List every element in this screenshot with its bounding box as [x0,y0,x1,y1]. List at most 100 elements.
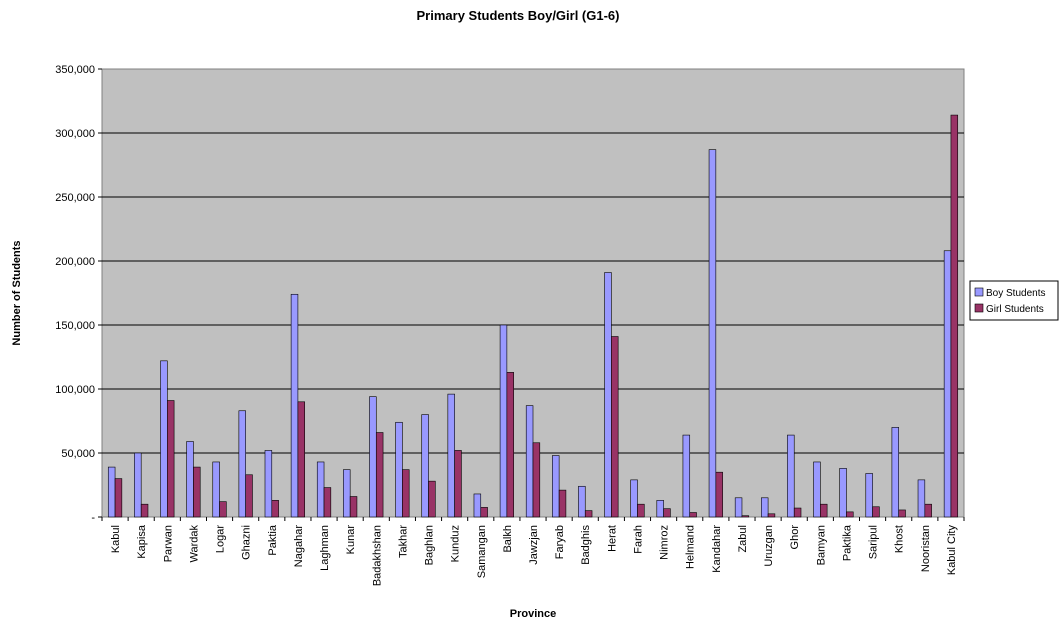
bar-girl [846,511,854,518]
bar-boy [656,500,664,518]
bar-boy [552,455,560,518]
x-tick-label: Wardak [188,525,200,563]
y-tick-label: 100,000 [55,384,95,396]
bar-girl [793,507,802,518]
bar-girl [323,487,332,518]
y-tick-label: 300,000 [55,128,95,140]
bar-boy [578,485,586,518]
bar-boy [917,479,926,518]
bar-boy [343,469,351,518]
legend-swatch [974,287,984,297]
bar-girl [375,432,384,518]
legend-swatch [974,303,984,313]
bar-girl [898,509,906,518]
bar-girl [767,513,776,518]
x-tick-label: Kunduz [450,525,462,562]
bar-girl [715,471,723,518]
bar-girl [820,503,828,518]
bar-boy [525,405,534,518]
bar-boy [499,324,508,518]
bar-boy [421,414,429,518]
x-axis-title: Province [510,608,556,620]
x-tick-label: Ghor [789,525,801,550]
y-tick-label: 150,000 [55,320,95,332]
bar-boy [839,468,847,518]
bar-boy [760,497,769,518]
y-tick-label: 200,000 [55,256,95,268]
x-tick-label: Kabul City [946,525,958,576]
bar-boy [290,293,299,518]
y-tick-label: - [91,512,95,524]
x-tick-label: Balkh [502,525,514,553]
y-axis-title: Number of Students [11,240,23,345]
legend-label: Boy Students [986,288,1045,299]
x-tick-label: Helmand [685,525,697,569]
bar-boy [316,461,325,518]
bar-boy [212,461,220,518]
x-tick-label: Herat [606,525,618,552]
bar-boy [186,441,194,518]
x-tick-label: Ghazni [241,525,253,560]
bar-girl [584,510,593,518]
x-tick-label: Paktika [841,524,853,561]
bar-girl [219,501,227,518]
bar-girl [637,503,645,518]
bar-boy [630,479,638,518]
x-tick-label: Baghlan [424,525,436,565]
x-tick-label: Kunar [345,525,357,555]
bar-boy [708,149,717,518]
x-tick-label: Farah [632,525,644,554]
bar-girl [428,480,436,518]
bar-boy [447,393,455,518]
bar-girl [663,508,671,518]
bar-girl [506,372,514,518]
bar-boy [813,461,821,518]
bar-girl [872,506,880,518]
x-tick-label: Nooristan [920,525,932,572]
bar-boy [134,452,142,518]
x-tick-label: Jawzjan [528,525,540,565]
x-tick-label: Nimroz [659,525,671,560]
x-tick-label: Badakhshan [371,525,383,586]
x-tick-label: Uruzgan [763,525,775,567]
bar-girl [532,442,541,518]
x-tick-label: Nagahar [293,525,305,568]
chart-title: Primary Students Boy/Girl (G1-6) [417,8,620,23]
bar-girl [271,500,279,518]
bar-boy [395,421,403,518]
bar-girl [114,478,123,518]
bar-girl [558,489,567,518]
y-tick-label: 350,000 [55,64,95,76]
y-tick-label: 250,000 [55,192,95,204]
bar-boy [682,434,691,518]
bar-girl [611,336,619,518]
x-tick-label: Bamyan [815,525,827,565]
bar-girl [950,114,959,518]
y-tick-label: 50,000 [61,448,95,460]
x-tick-label: Samangan [476,525,488,578]
x-tick-label: Kabul [110,525,122,553]
x-tick-label: Logar [215,525,227,553]
x-tick-label: Zabul [737,525,749,553]
x-tick-label: Parwan [162,525,174,562]
bar-boy [107,466,116,518]
bar-boy [943,250,952,518]
bar-girl [402,469,410,518]
bar-girl [480,507,488,518]
x-axis-ticks: Kabul Kapisa Parwan Wardak Logar Ghazni Paktia… [101,517,965,586]
bar-girl [689,512,697,518]
legend-box [969,280,1059,321]
legend-label: Girl Students [986,304,1044,315]
x-tick-label: Badghis [580,525,592,565]
bar-boy [604,272,612,518]
bar-boy [891,427,899,518]
bar-girl [140,503,149,518]
x-tick-label: Saripul [868,525,880,559]
bar-girl [193,466,201,518]
y-axis-ticks: - 50,000 100,000 150,000 200,000 250,000 300,0… [55,64,102,524]
x-tick-label: Kapisa [136,524,148,559]
x-tick-label: Faryab [554,525,566,559]
x-tick-label: Takhar [397,525,409,558]
bar-girl [297,401,306,518]
